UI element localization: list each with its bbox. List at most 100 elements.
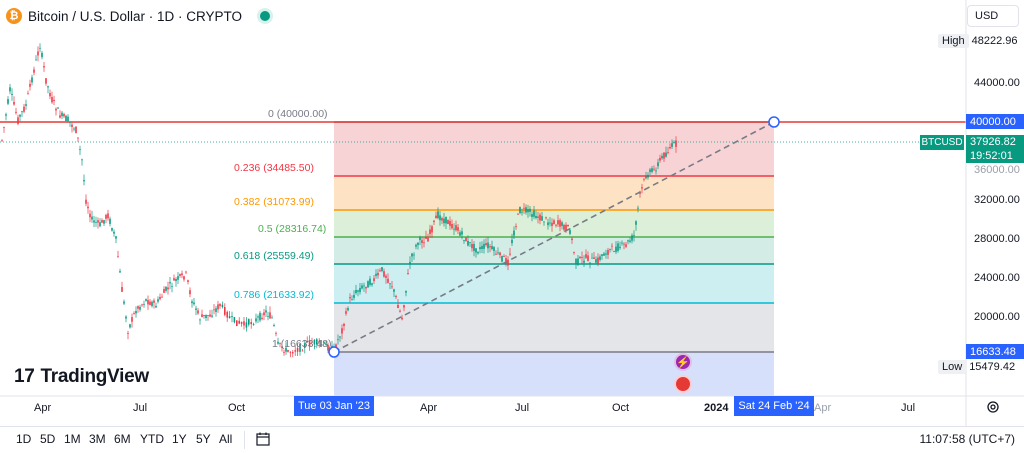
candle-body — [561, 222, 563, 226]
candle-body — [555, 224, 557, 226]
price-tick: 20000.00 — [974, 311, 1020, 323]
currency-select[interactable]: USD — [967, 5, 1019, 27]
settings-gear-icon[interactable] — [986, 400, 1000, 414]
candle-body — [455, 225, 457, 231]
range-button-1m[interactable]: 1M — [64, 432, 81, 446]
candle-body — [443, 218, 445, 224]
range-button-5d[interactable]: 5D — [40, 432, 56, 446]
candle-body — [417, 242, 419, 246]
candle-body — [525, 207, 527, 213]
candle-body — [607, 250, 609, 255]
candle-body — [311, 341, 313, 343]
candle-body — [611, 245, 613, 247]
candle-body — [107, 213, 109, 219]
candle-body — [495, 253, 497, 255]
candle-body — [669, 147, 671, 149]
candle-body — [585, 254, 587, 258]
candle-body — [308, 340, 311, 346]
range-button-1d[interactable]: 1D — [16, 432, 32, 446]
candle-body — [573, 252, 575, 253]
candle-body — [45, 78, 47, 84]
candle-body — [665, 152, 667, 157]
candle-body — [55, 108, 57, 111]
candle-body — [265, 310, 267, 313]
range-button-all[interactable]: All — [219, 432, 233, 446]
candle-body — [363, 285, 365, 287]
candle-body — [509, 253, 511, 255]
candle-body — [527, 209, 529, 213]
range-button-5y[interactable]: 5Y — [196, 432, 211, 446]
candle-body — [543, 221, 545, 223]
candle-body — [475, 248, 477, 253]
candle-body — [511, 239, 513, 244]
fib-anchor-end[interactable] — [768, 116, 780, 128]
candle-body — [175, 278, 177, 282]
candle-body — [183, 276, 185, 280]
fib-trend-line — [333, 121, 775, 353]
candle-body — [409, 261, 411, 264]
candle-body — [521, 211, 523, 213]
tradingview-logo[interactable]: 17 TradingView — [14, 366, 149, 388]
price-tick: 44000.00 — [974, 77, 1020, 89]
candle-body — [613, 251, 615, 253]
candle-body — [489, 246, 491, 248]
candle-body — [205, 314, 207, 318]
candle-body — [647, 174, 649, 178]
candle-body — [531, 214, 533, 217]
candle-body — [177, 276, 179, 280]
candle-body — [316, 339, 318, 345]
candle-body — [320, 344, 323, 346]
us-flag-event-icon[interactable] — [674, 375, 692, 393]
time-tick: Apr — [814, 402, 832, 414]
candle-body — [269, 312, 271, 319]
candle-body — [659, 157, 661, 161]
candle-body — [337, 339, 339, 341]
candle-body — [339, 336, 341, 338]
candle-body — [539, 214, 541, 221]
range-button-6m[interactable]: 6M — [114, 432, 131, 446]
fib-anchor-start[interactable] — [328, 346, 340, 358]
candle-body — [15, 111, 17, 113]
time-tick: Oct — [228, 402, 246, 414]
fib-label-0: 0 (40000.00) — [268, 108, 328, 120]
range-button-1y[interactable]: 1Y — [172, 432, 187, 446]
candle-body — [19, 114, 21, 117]
candle-body — [257, 316, 259, 318]
timezone-clock[interactable]: 11:07:58 (UTC+7) — [919, 432, 1016, 446]
candle-body — [313, 339, 316, 345]
candle-body — [431, 226, 433, 233]
candle-body — [91, 216, 93, 220]
candle-body — [151, 301, 153, 307]
candle-body — [83, 179, 85, 182]
candle-body — [459, 232, 461, 236]
candle-body — [375, 273, 377, 276]
candle-body — [240, 322, 243, 324]
candle-body — [599, 256, 601, 260]
symbol-header[interactable]: ₿ Bitcoin / U.S. Dollar · 1D · CRYPTO — [6, 6, 271, 26]
level-bottom-tag: 16633.48 — [966, 344, 1024, 359]
candle-body — [285, 347, 287, 352]
candle-body — [23, 106, 25, 112]
range-button-ytd[interactable]: YTD — [140, 432, 164, 446]
candle-body — [499, 252, 501, 256]
price-chart[interactable] — [0, 0, 1024, 426]
candle-body — [89, 213, 91, 218]
candle-body — [407, 273, 409, 275]
lightning-event-icon[interactable]: ⚡ — [674, 353, 692, 371]
candle-body — [141, 304, 143, 306]
bitcoin-icon: ₿ — [6, 8, 22, 24]
candle-body — [97, 220, 99, 223]
candle-body — [203, 315, 205, 316]
candle-body — [133, 313, 135, 315]
candle-body — [301, 350, 304, 352]
candle-body — [5, 114, 7, 116]
candle-body — [507, 259, 509, 266]
range-button-3m[interactable]: 3M — [89, 432, 106, 446]
candle-body — [389, 283, 391, 285]
candle-body — [243, 321, 245, 326]
date-range-icon[interactable] — [255, 431, 271, 447]
fib-label-0382: 0.382 (31073.99) — [234, 196, 314, 208]
candle-body — [623, 243, 625, 245]
candle-body — [25, 104, 27, 106]
candle-body — [335, 344, 337, 349]
